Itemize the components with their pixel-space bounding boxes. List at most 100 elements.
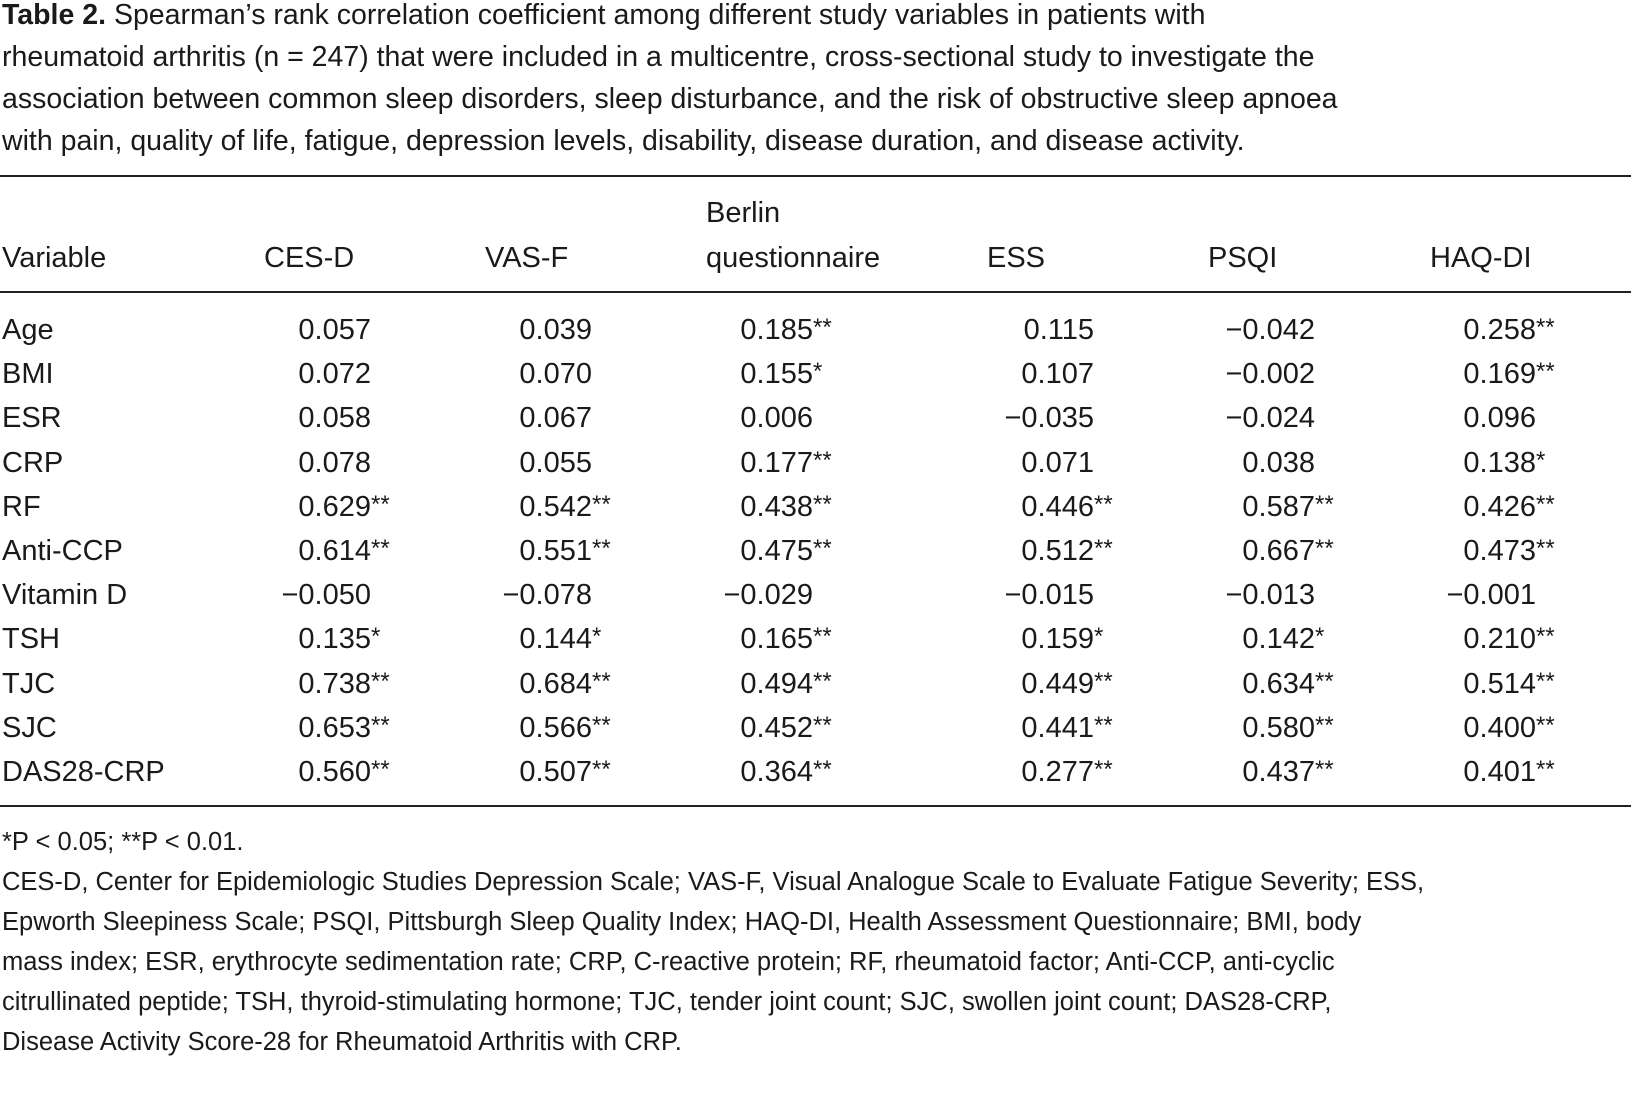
cell-value: 0.142 * — [1195, 617, 1324, 661]
cell-value: 0.449 ** — [974, 662, 1112, 706]
cell-value: 0.438 ** — [693, 485, 831, 529]
table-cell: −0.050 — [251, 573, 371, 617]
table-row: Vitamin D −0.050 −0.078 −0.029 −0.015 −0.013 −… — [0, 573, 1631, 617]
table-cell: 0.738 ** — [251, 662, 389, 706]
table-row: BMI 0.072 0.070 0.155 * 0.107 −0.002 0.169 ** — [0, 352, 1631, 396]
table-row: SJC 0.653 ** 0.566 ** 0.452 ** 0.441 ** 0.580 ** 0.… — [0, 706, 1631, 750]
significance-marker: ** — [1536, 314, 1555, 341]
cell-value: 0.400 ** — [1416, 706, 1554, 750]
table-cell: 0.078 — [251, 441, 371, 485]
header-berlin-line2: questionnaire — [706, 242, 881, 274]
cell-value: 0.177 ** — [693, 441, 831, 485]
significance-marker: * — [1315, 623, 1325, 651]
abbreviation-line: CES-D, Center for Epidemiologic Studies … — [2, 868, 1425, 896]
table-cell: −0.078 — [472, 573, 592, 617]
cell-value: 0.144 * — [472, 617, 601, 661]
table-cell: 0.155 * — [693, 352, 822, 396]
table-cell: −0.013 — [1195, 573, 1315, 617]
table-cell: 0.400 ** — [1416, 706, 1554, 750]
cell-value: 0.138 * — [1416, 441, 1545, 485]
significance-marker: ** — [813, 711, 832, 739]
significance-marker: ** — [813, 314, 832, 341]
table-cell: −0.001 — [1416, 573, 1536, 617]
cell-value: 0.653 ** — [251, 706, 389, 750]
table-cell: 0.138 * — [1416, 441, 1545, 485]
cell-value: 0.169 ** — [1416, 352, 1554, 396]
table-cell: 0.039 — [472, 308, 592, 352]
significance-marker: ** — [1094, 756, 1113, 783]
table-caption: Table 2. Spearman’s rank correlation coe… — [2, 0, 1631, 162]
cell-value: 0.072 — [298, 358, 371, 391]
significance-marker: ** — [813, 756, 832, 783]
header-berlin-line1: Berlin — [706, 197, 781, 229]
table-cell: 0.142 * — [1195, 617, 1324, 661]
table-cell: 0.446 ** — [974, 485, 1112, 529]
row-label: RF — [2, 490, 41, 523]
cell-value: 0.437 ** — [1195, 750, 1333, 794]
cell-value: −0.013 — [1225, 579, 1315, 612]
table-cell: 0.177 ** — [693, 441, 831, 485]
cell-value: 0.452 ** — [693, 706, 831, 750]
cell-value: 0.667 ** — [1195, 529, 1333, 573]
cell-value: 0.155 * — [693, 352, 822, 396]
significance-marker: ** — [1315, 535, 1334, 562]
table-cell: 0.449 ** — [974, 662, 1112, 706]
cell-value: 0.542 ** — [472, 485, 610, 529]
cell-value: 0.258 ** — [1416, 308, 1554, 352]
cell-value: 0.006 — [740, 402, 813, 435]
cell-value: 0.684 ** — [472, 662, 610, 706]
table-cell: 0.512 ** — [974, 529, 1112, 573]
significance-marker: ** — [592, 711, 611, 739]
abbreviation-line: Epworth Sleepiness Scale; PSQI, Pittsbur… — [2, 908, 1362, 936]
table-cell: 0.210 ** — [1416, 617, 1554, 661]
significance-marker: * — [1094, 623, 1104, 651]
significance-marker: ** — [1536, 667, 1555, 695]
cell-value: 0.165 ** — [693, 617, 831, 661]
table-cell: 0.144 * — [472, 617, 601, 661]
significance-marker: ** — [1536, 358, 1555, 386]
significance-marker: ** — [813, 623, 832, 651]
caption-line: Table 2. Spearman’s rank correlation coe… — [2, 0, 1206, 31]
significance-note: *P < 0.05; **P < 0.01. — [2, 828, 244, 856]
cell-value: 0.580 ** — [1195, 706, 1333, 750]
table-row: TSH 0.135 * 0.144 * 0.165 ** 0.159 * 0.142 * 0.210 *… — [0, 617, 1631, 661]
table-cell: 0.614 ** — [251, 529, 389, 573]
significance-marker: ** — [592, 490, 611, 518]
cell-value: 0.038 — [1242, 446, 1315, 479]
caption-line: rheumatoid arthritis (n = 247) that were… — [2, 41, 1315, 73]
cell-value: −0.002 — [1225, 358, 1315, 391]
header-ces-d: CES-D — [264, 242, 355, 274]
table-cell: 0.514 ** — [1416, 662, 1554, 706]
significance-marker: ** — [813, 490, 832, 518]
cell-value: 0.039 — [519, 314, 592, 346]
significance-marker: ** — [1315, 756, 1334, 783]
significance-marker: ** — [592, 756, 611, 783]
significance-marker: ** — [592, 667, 611, 695]
significance-marker: ** — [371, 756, 390, 783]
cell-value: 0.634 ** — [1195, 662, 1333, 706]
table-row: Anti-CCP 0.614 ** 0.551 ** 0.475 ** 0.512 ** 0.66… — [0, 529, 1631, 573]
cell-value: 0.560 ** — [251, 750, 389, 794]
cell-value: 0.475 ** — [693, 529, 831, 573]
cell-value: 0.096 — [1463, 402, 1536, 435]
cell-value: 0.738 ** — [251, 662, 389, 706]
caption-line: association between common sleep disorde… — [2, 83, 1338, 115]
row-label: BMI — [2, 358, 54, 391]
significance-marker: ** — [1315, 667, 1334, 695]
table-cell: −0.042 — [1195, 308, 1315, 352]
cell-value: 0.473 ** — [1416, 529, 1554, 573]
cell-value: 0.057 — [298, 314, 371, 346]
significance-marker: ** — [1094, 667, 1113, 695]
table-row: CRP 0.078 0.055 0.177 ** 0.071 0.038 0.138 * — [0, 441, 1631, 485]
significance-marker: ** — [592, 535, 611, 562]
significance-marker: ** — [1094, 711, 1113, 739]
cell-value: 0.629 ** — [251, 485, 389, 529]
cell-value: 0.159 * — [974, 617, 1103, 661]
header-psqi: PSQI — [1208, 242, 1278, 274]
significance-marker: ** — [1536, 711, 1555, 739]
table-cell: 0.038 — [1195, 441, 1315, 485]
header-rule — [0, 291, 1631, 293]
row-label: TJC — [2, 667, 56, 700]
table-cell: 0.185 ** — [693, 308, 831, 352]
header-vas-f: VAS-F — [485, 242, 569, 274]
